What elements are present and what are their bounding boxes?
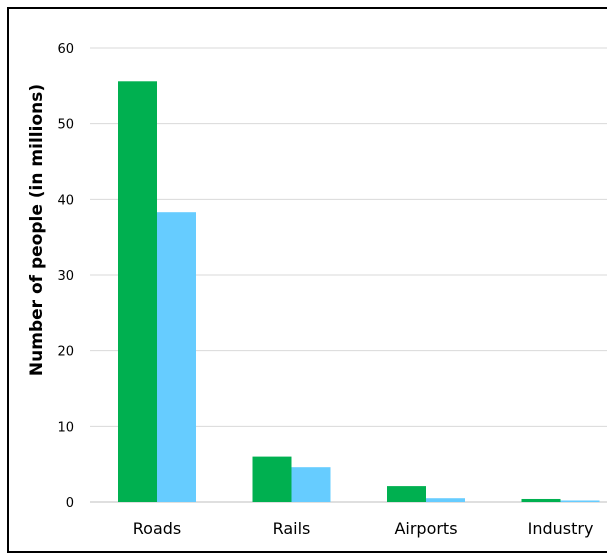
y-tick-label: 0 [66, 496, 74, 511]
bar-roads-series-1 [118, 81, 157, 502]
bar-rails-series-1 [252, 456, 292, 502]
bar-industry-series-1 [521, 498, 561, 502]
x-category-label: Rails [273, 519, 311, 538]
y-axis-label: Number of people (in millions) [27, 84, 47, 376]
bar-rails-series-2 [291, 467, 331, 502]
y-tick-label: 30 [57, 269, 74, 284]
y-tick-label: 40 [57, 193, 74, 208]
y-tick-label: 50 [57, 118, 74, 133]
y-tick-label: 20 [57, 345, 74, 360]
bar-airports-series-1 [387, 486, 426, 502]
y-tick-label: 10 [57, 420, 74, 435]
y-axis-ticks: 0 10 20 30 40 50 60 [57, 42, 74, 511]
x-category-label: Airports [394, 519, 457, 538]
x-category-label: Industry [528, 519, 594, 538]
bar-roads-series-2 [157, 212, 196, 503]
chart-frame [7, 7, 607, 553]
x-category-label: Roads [133, 519, 181, 538]
bar-industry-series-2 [560, 500, 600, 502]
y-tick-label: 60 [57, 42, 74, 57]
x-axis-categories: Roads Rails Airports Industry [133, 519, 594, 538]
bar-airports-series-2 [426, 498, 465, 502]
bars [118, 81, 600, 503]
